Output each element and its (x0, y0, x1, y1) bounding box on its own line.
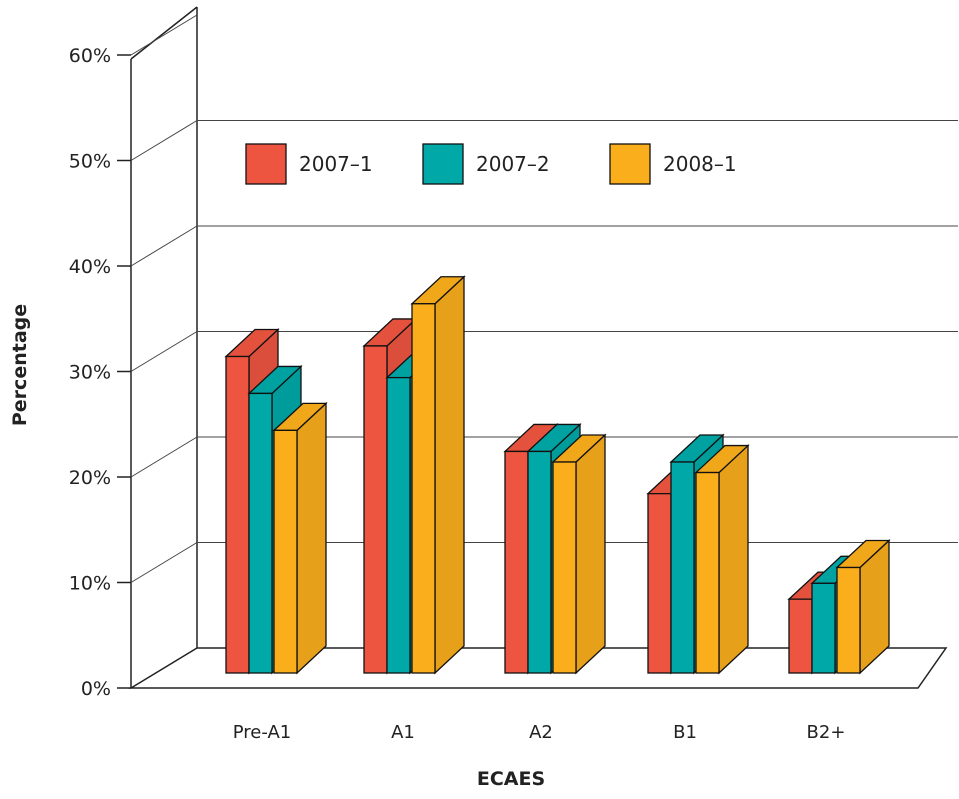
gridline-diagonal (130, 331, 198, 372)
y-tick-label: 40% (69, 256, 111, 278)
y-axis-title: Percentage (9, 304, 31, 426)
y-tick-label: 20% (69, 467, 111, 489)
legend: 2007–1 2007–2 2008–1 (245, 143, 737, 185)
bar-front (647, 492, 672, 674)
bar-front (225, 355, 250, 674)
x-tick-label: A1 (391, 722, 415, 743)
bar-front (695, 471, 720, 674)
bar (835, 539, 891, 675)
bar-front (836, 566, 861, 674)
x-tick-label: Pre-A1 (233, 722, 291, 743)
legend-label: 2007–2 (476, 152, 550, 176)
bar-front (670, 461, 695, 674)
bar-front (504, 450, 529, 674)
gridline-diagonal (130, 436, 198, 478)
y-tick-label: 60% (69, 45, 111, 67)
legend-swatch (422, 143, 464, 185)
x-tick-label: B2+ (807, 722, 846, 743)
bar-front (273, 429, 298, 674)
bar-front (811, 582, 836, 674)
bar-front (411, 303, 436, 674)
legend-swatch (245, 143, 287, 185)
legend-item: 2007–1 (245, 143, 373, 185)
y-tick-label: 0% (81, 678, 111, 700)
bar (410, 275, 466, 675)
gridline-diagonal (130, 225, 198, 267)
bar (272, 401, 328, 675)
bar-front (386, 376, 411, 674)
gridline-diagonal (130, 14, 198, 56)
legend-item: 2007–2 (422, 143, 550, 185)
bar-side (575, 433, 606, 675)
bar-front (248, 392, 273, 674)
legend-label: 2008–1 (663, 152, 737, 176)
x-axis-labels: Pre-A1 A1 A2 B1 B2+ (233, 722, 846, 743)
bar-front (527, 450, 552, 674)
legend-item: 2008–1 (609, 143, 737, 185)
gridline-diagonal (130, 120, 198, 161)
legend-label: 2007–1 (299, 152, 373, 176)
bar-front (788, 598, 813, 674)
x-tick-label: A2 (529, 722, 553, 743)
bar-front (363, 345, 388, 674)
bars (224, 275, 891, 675)
bar-front (552, 461, 577, 674)
bar-side (296, 401, 327, 675)
gridline-diagonal (130, 542, 198, 583)
x-tick-label: B1 (673, 722, 697, 743)
bar (694, 444, 750, 675)
x-axis-title: ECAES (477, 768, 545, 790)
wall-top-edge (130, 6, 198, 60)
bar-side (434, 275, 465, 675)
legend-swatch (609, 143, 651, 185)
y-tick-label: 30% (69, 362, 111, 384)
y-axis-ticks: 0% 10% 20% 30% 40% 50% 60% (69, 45, 131, 700)
bar-side (718, 444, 749, 675)
bar (551, 433, 607, 675)
y-tick-label: 50% (69, 151, 111, 173)
y-tick-label: 10% (69, 573, 111, 595)
